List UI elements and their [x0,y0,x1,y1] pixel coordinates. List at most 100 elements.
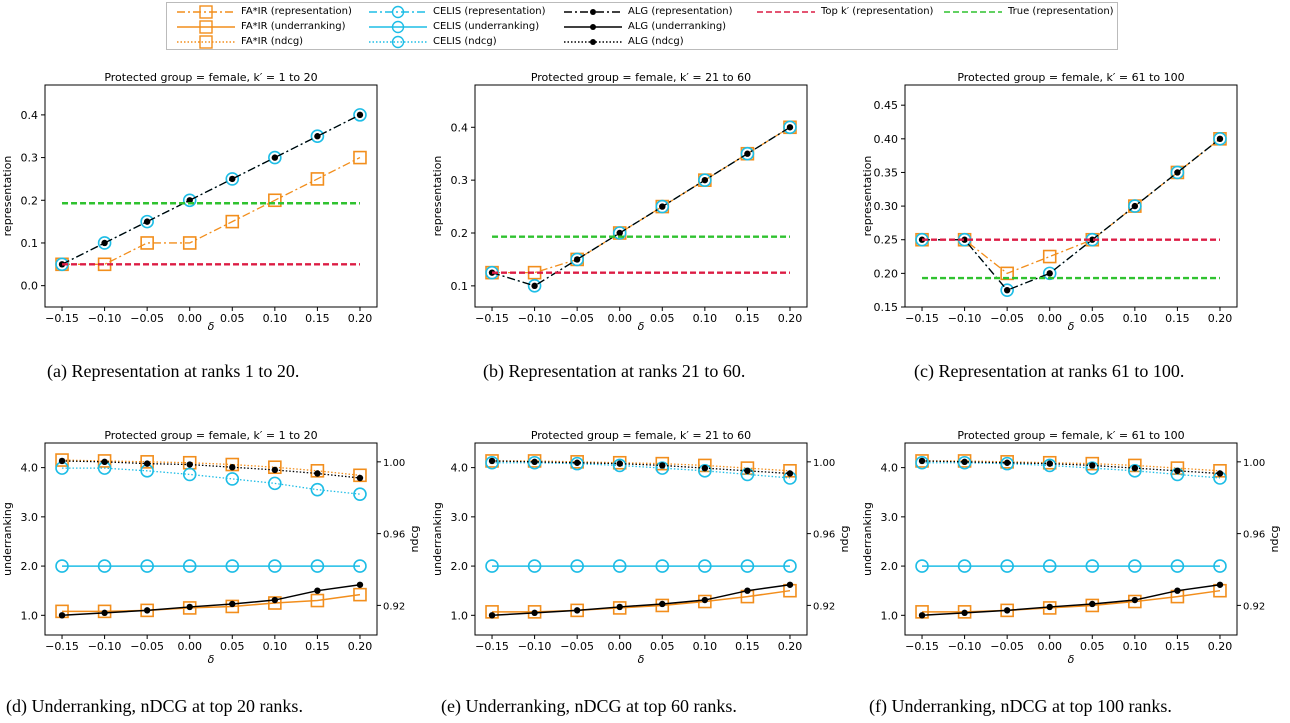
series-alg-representation [918,135,1224,294]
data-point [143,460,151,467]
x-tick-label: −0.05 [990,640,1024,653]
series-alg-ndcg [488,457,794,477]
x-tick-label: 0.20 [778,312,803,325]
data-point [1046,270,1053,277]
x-tick-label: 0.00 [607,640,632,653]
x-tick-label: 0.05 [1080,640,1105,653]
data-point [1128,458,1142,473]
series-celis-ndcg [485,455,797,485]
data-point [55,559,69,573]
data-point [1128,594,1142,609]
data-point [229,464,236,471]
data-point [97,559,112,573]
panel-e: Protected group = female, k′ = 21 to 60 −… [430,429,860,684]
data-point [140,455,154,469]
x-tick-label: −0.15 [905,312,939,325]
legend-swatch [369,20,427,34]
chart-svg: Protected group = female, k′ = 61 to 100… [861,71,1238,333]
data-point [225,559,240,573]
panel-a: Protected group = female, k′ = 1 to 20 −0… [0,71,430,351]
data-point [612,458,627,473]
data-point [961,458,968,466]
x-axis-label: δ [208,320,215,333]
data-point [310,172,325,186]
data-point [353,150,367,165]
series-line [922,138,1221,275]
legend-marker [391,20,405,34]
series-line [62,467,361,495]
data-point [1085,559,1100,573]
x-tick-label: 0.05 [650,640,675,653]
x-tick-label: −0.10 [88,640,122,653]
data-point [97,454,112,468]
y-tick-label: 0.4 [21,109,39,122]
series-fa-ir-representation [55,150,367,272]
data-point [655,461,670,475]
chart-svg: Protected group = female, k′ = 21 to 60 −… [431,71,808,333]
series-alg-representation [58,111,364,268]
x-axis-label: δ [638,320,645,333]
data-point [612,559,627,573]
data-point [310,593,325,608]
x-tick-label: 0.00 [177,312,202,325]
data-point [698,559,712,573]
chart-title: Protected group = female, k′ = 1 to 20 [104,72,317,84]
data-point [1000,559,1014,573]
plot-frame [44,84,378,308]
x-tick-label: 0.10 [263,640,288,653]
x-tick-label: −0.15 [45,312,79,325]
data-point [225,214,240,229]
data-point [268,193,282,208]
y-tick-label: 0.3 [21,152,39,165]
series-celis-underranking [915,559,1227,573]
y-axis-label: underranking [431,502,444,576]
y-tick-label: 0.30 [874,200,899,213]
legend-marker [391,35,405,49]
x-tick-label: −0.05 [560,640,594,653]
data-point [310,559,325,573]
x-tick-label: 0.10 [693,640,718,653]
legend-swatch [177,35,235,49]
data-point [1046,603,1053,611]
x-tick-label: 0.00 [1037,640,1062,653]
data-point [140,236,154,250]
data-point [488,269,496,276]
data-point [740,559,755,573]
series-line [492,460,791,475]
data-point [1042,266,1057,281]
data-point [186,603,193,611]
caption-a: (a) Representation at ranks 1 to 20. [47,361,300,381]
data-point [1042,559,1057,573]
legend-marker [590,24,596,30]
data-point [1170,559,1185,573]
data-point [1003,286,1011,294]
y2-tick-label: 0.92 [383,601,405,612]
series-line [922,460,1221,472]
data-point [1213,132,1227,146]
y-tick-label: 0.35 [874,166,899,179]
data-point [1042,249,1057,264]
series-celis-ndcg [915,455,1227,485]
legend-swatch [564,9,622,15]
data-point [1131,596,1139,604]
data-point [570,252,584,267]
data-point [918,236,926,243]
data-point [655,598,670,613]
data-point [271,596,279,604]
chart-title: Protected group = female, k′ = 61 to 100 [957,72,1184,84]
y-axis-label: underranking [861,502,874,576]
legend-label: ALG (ndcg) [628,36,684,47]
data-point [101,239,108,247]
data-point [1174,467,1181,475]
series-line [492,462,791,479]
x-axis-label: δ [638,653,645,666]
data-point [182,236,197,250]
series-celis-ndcg [55,461,367,501]
x-tick-label: 0.10 [1123,640,1148,653]
x-tick-label: 0.10 [263,312,288,325]
data-point [1213,464,1227,478]
x-tick-label: 0.15 [305,312,330,325]
data-point [140,214,154,229]
legend-swatch [369,35,427,49]
caption-e: (e) Underranking, nDCG at top 60 ranks. [441,696,737,716]
